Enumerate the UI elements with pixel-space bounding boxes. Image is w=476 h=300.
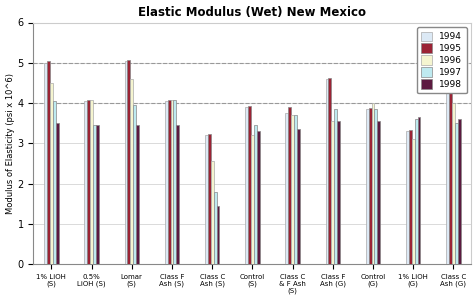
Bar bbox=[454, 123, 457, 264]
Bar bbox=[416, 117, 419, 264]
Bar bbox=[337, 121, 339, 264]
Y-axis label: Modulus of Elasticity (psi x 10^6): Modulus of Elasticity (psi x 10^6) bbox=[6, 73, 15, 214]
Bar bbox=[256, 131, 259, 264]
Bar bbox=[377, 121, 379, 264]
Bar bbox=[84, 101, 87, 264]
Bar bbox=[133, 105, 136, 264]
Bar bbox=[96, 125, 99, 264]
Bar bbox=[414, 119, 416, 264]
Bar bbox=[325, 79, 328, 264]
Bar bbox=[170, 100, 173, 264]
Bar bbox=[248, 106, 250, 264]
Bar bbox=[167, 100, 170, 264]
Title: Elastic Modulus (Wet) New Mexico: Elastic Modulus (Wet) New Mexico bbox=[138, 6, 366, 19]
Bar bbox=[290, 115, 293, 264]
Bar bbox=[374, 109, 377, 264]
Bar bbox=[371, 103, 374, 264]
Bar bbox=[451, 103, 454, 264]
Bar bbox=[408, 130, 411, 264]
Bar bbox=[334, 109, 337, 264]
Bar bbox=[253, 125, 256, 264]
Bar bbox=[93, 125, 96, 264]
Bar bbox=[285, 113, 288, 264]
Bar bbox=[136, 125, 139, 264]
Bar bbox=[216, 206, 219, 264]
Bar bbox=[176, 125, 179, 264]
Bar bbox=[293, 115, 296, 264]
Bar bbox=[124, 61, 127, 264]
Bar bbox=[50, 83, 53, 264]
Legend: 1994, 1995, 1996, 1997, 1998: 1994, 1995, 1996, 1997, 1998 bbox=[416, 27, 466, 93]
Bar bbox=[445, 83, 448, 264]
Bar bbox=[127, 60, 130, 264]
Bar bbox=[213, 192, 216, 264]
Bar bbox=[53, 101, 56, 264]
Bar bbox=[250, 135, 253, 264]
Bar bbox=[44, 63, 47, 264]
Bar bbox=[457, 119, 460, 264]
Bar bbox=[296, 129, 299, 264]
Bar bbox=[130, 79, 133, 264]
Bar bbox=[208, 134, 210, 264]
Bar bbox=[411, 139, 414, 264]
Bar bbox=[210, 161, 213, 264]
Bar bbox=[173, 100, 176, 264]
Bar bbox=[331, 121, 334, 264]
Bar bbox=[47, 61, 50, 264]
Bar bbox=[90, 100, 93, 264]
Bar bbox=[368, 108, 371, 264]
Bar bbox=[56, 123, 59, 264]
Bar bbox=[164, 101, 167, 264]
Bar bbox=[405, 131, 408, 264]
Bar bbox=[205, 135, 208, 264]
Bar bbox=[245, 107, 248, 264]
Bar bbox=[448, 82, 451, 264]
Bar bbox=[365, 109, 368, 264]
Bar bbox=[328, 78, 331, 264]
Bar bbox=[87, 100, 90, 264]
Bar bbox=[288, 107, 290, 264]
